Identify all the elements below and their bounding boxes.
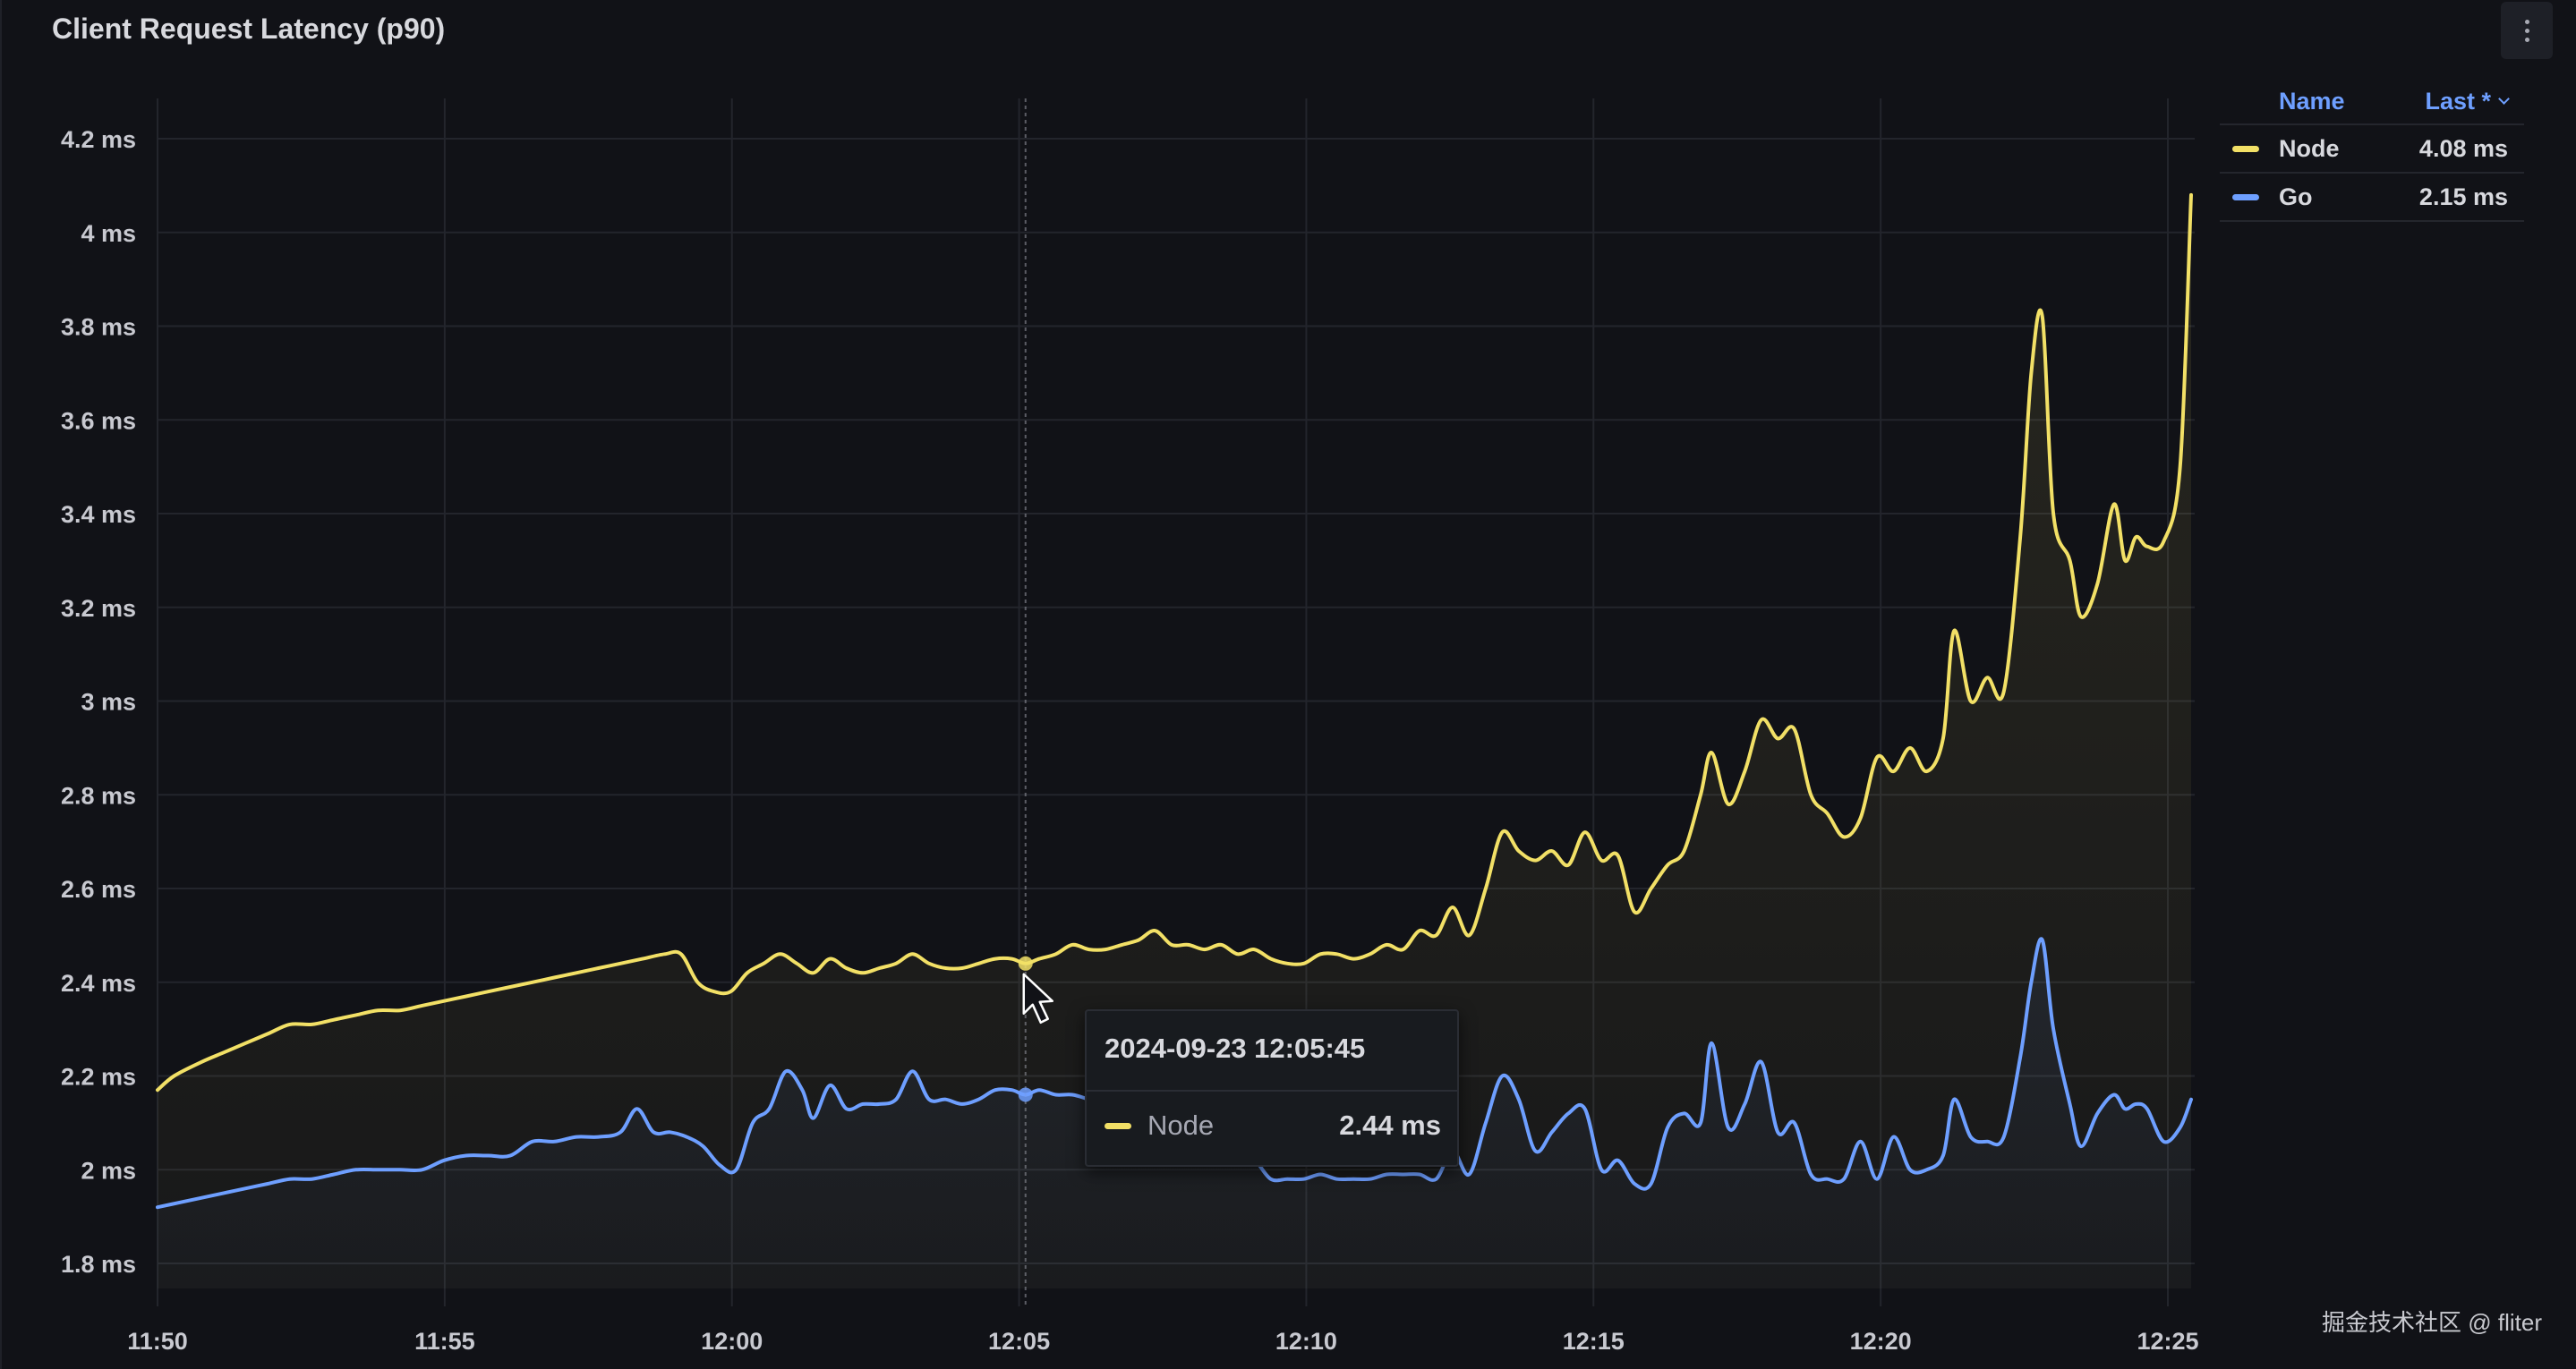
panel-header: Client Request Latency (p90)	[2, 0, 2576, 64]
y-tick-label: 2.6 ms	[61, 876, 136, 903]
legend-last-header[interactable]: Last *	[2425, 87, 2510, 115]
series-lines	[156, 192, 2193, 1210]
legend-swatch-node	[2232, 145, 2259, 152]
x-axis: 11:50 11:55 12:00 12:05 12:10 12:15 12:20 12:25	[127, 1328, 2198, 1355]
x-tick-label: 12:05	[988, 1328, 1050, 1355]
mouse-cursor-icon	[1022, 973, 1054, 1025]
x-tick-label: 11:55	[414, 1328, 475, 1355]
tooltip-series-name: Node	[1147, 1110, 1215, 1141]
tooltip-value: 2.44 ms	[1339, 1110, 1441, 1141]
y-tick-label: 3 ms	[81, 689, 136, 716]
y-tick-label: 2.2 ms	[61, 1064, 136, 1091]
x-tick-label: 11:50	[127, 1328, 188, 1355]
legend-name-header[interactable]: Name	[2279, 87, 2345, 115]
y-tick-label: 2.8 ms	[61, 782, 136, 809]
y-axis: 1.8 ms 2 ms 2.2 ms 2.4 ms 2.6 ms 2.8 ms 3 ms 3.…	[61, 126, 136, 1278]
legend-header: Name Last *	[2220, 79, 2524, 125]
x-tick-label: 12:00	[701, 1328, 763, 1355]
kebab-menu-icon	[2524, 19, 2529, 42]
series-line-node	[156, 192, 2193, 1093]
tooltip-swatch	[1105, 1122, 1131, 1129]
legend-item-node[interactable]: Node 4.08 ms	[2220, 125, 2524, 174]
y-tick-label: 3.8 ms	[61, 314, 136, 341]
legend-swatch-go	[2232, 193, 2259, 200]
panel-title: Client Request Latency (p90)	[52, 13, 446, 45]
hover-point-node	[1018, 956, 1033, 971]
x-tick-label: 12:15	[1563, 1328, 1625, 1355]
y-tick-label: 4.2 ms	[61, 126, 136, 153]
series-fill-node	[158, 194, 2191, 1288]
legend-last-value: 4.08 ms	[2418, 134, 2508, 162]
tooltip-series-row: Node 2.44 ms	[1105, 1110, 1441, 1142]
y-tick-label: 3.4 ms	[61, 501, 136, 528]
series-fill-go	[158, 939, 2191, 1288]
legend-table: Name Last * Node 4.08 ms Go 2.15 ms	[2220, 79, 2524, 222]
hover-point-go	[1018, 1087, 1033, 1102]
x-tick-label: 12:10	[1275, 1328, 1337, 1355]
hover-indicator	[1018, 98, 1054, 1306]
legend-last-label: Last *	[2425, 87, 2491, 115]
x-tick-label: 12:20	[1850, 1328, 1912, 1355]
y-tick-label: 1.8 ms	[61, 1251, 136, 1278]
tooltip-timestamp: 2024-09-23 12:05:45	[1105, 1033, 1366, 1064]
y-tick-label: 3.2 ms	[61, 595, 136, 622]
legend-last-value: 2.15 ms	[2418, 183, 2508, 210]
chevron-down-icon	[2498, 92, 2510, 105]
legend-series-name: Node	[2279, 134, 2340, 162]
series-line-go	[156, 937, 2193, 1210]
legend-series-name: Go	[2279, 183, 2313, 210]
y-tick-label: 2.4 ms	[61, 970, 136, 997]
panel-menu-button[interactable]	[2501, 2, 2553, 59]
y-tick-label: 3.6 ms	[61, 407, 136, 434]
x-tick-label: 12:25	[2137, 1328, 2198, 1355]
series-fills	[158, 194, 2191, 1288]
legend-item-go[interactable]: Go 2.15 ms	[2220, 174, 2524, 222]
tooltip-divider	[1087, 1090, 1457, 1092]
watermark: 掘金技术社区 @ fliter	[2322, 1309, 2542, 1336]
y-tick-label: 4 ms	[81, 220, 136, 247]
y-tick-label: 2 ms	[81, 1157, 136, 1184]
hover-tooltip: 2024-09-23 12:05:45 Node 2.44 ms	[1085, 1009, 1459, 1167]
